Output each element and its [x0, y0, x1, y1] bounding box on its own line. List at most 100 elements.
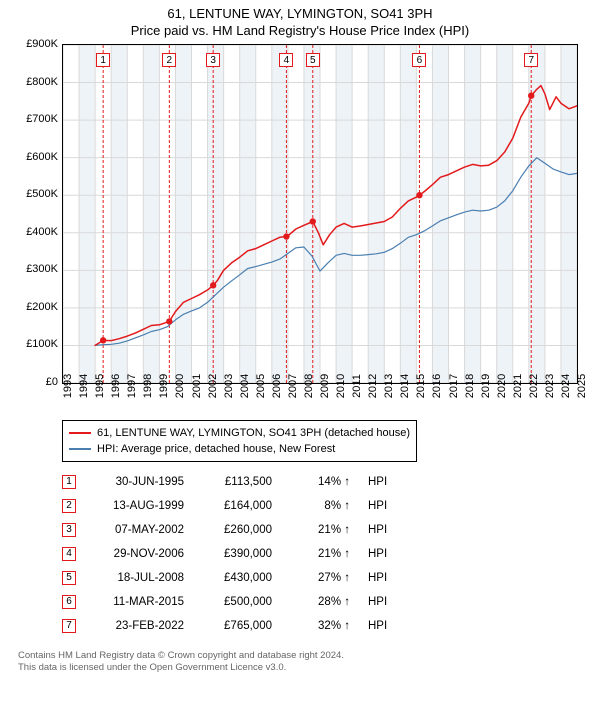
x-tick: 2022: [528, 374, 540, 398]
x-tick: 2009: [319, 374, 331, 398]
transaction-table: 130-JUN-1995£113,50014% ↑HPI213-AUG-1999…: [62, 470, 582, 638]
y-tick: £400K: [18, 226, 58, 238]
legend-row-price: 61, LENTUNE WAY, LYMINGTON, SO41 3PH (de…: [69, 425, 410, 441]
x-tick: 2003: [223, 374, 235, 398]
chart-marker: 5: [306, 53, 320, 67]
transaction-marker: 6: [62, 595, 76, 609]
chart-marker: 3: [206, 53, 220, 67]
x-tick: 2001: [191, 374, 203, 398]
transaction-marker: 1: [62, 475, 76, 489]
x-tick: 2021: [512, 374, 524, 398]
x-tick: 2020: [496, 374, 508, 398]
y-tick: £700K: [18, 113, 58, 125]
y-tick: £100K: [18, 338, 58, 350]
x-tick: 2005: [255, 374, 267, 398]
x-tick: 1996: [110, 374, 122, 398]
transaction-date: 11-MAR-2015: [94, 590, 184, 614]
legend-label-hpi: HPI: Average price, detached house, New …: [97, 441, 335, 457]
x-tick: 2024: [560, 374, 572, 398]
x-tick: 1997: [126, 374, 138, 398]
page-subtitle: Price paid vs. HM Land Registry's House …: [10, 23, 590, 38]
x-tick: 2019: [480, 374, 492, 398]
plot-svg: [63, 45, 577, 383]
transaction-marker: 4: [62, 547, 76, 561]
transaction-row: 6 11-MAR-2015 £500,000 28% ↑ HPI: [62, 590, 582, 614]
transaction-date: 30-JUN-1995: [94, 470, 184, 494]
transaction-pct: 27% ↑: [290, 566, 350, 590]
transaction-date: 29-NOV-2006: [94, 542, 184, 566]
transaction-hpi-label: HPI: [368, 518, 408, 542]
transaction-price: £430,000: [202, 566, 272, 590]
transaction-pct: 14% ↑: [290, 470, 350, 494]
x-tick: 2007: [287, 374, 299, 398]
title-block: 61, LENTUNE WAY, LYMINGTON, SO41 3PH Pri…: [0, 0, 600, 40]
legend-swatch-price: [69, 432, 91, 434]
x-tick: 2010: [335, 374, 347, 398]
transaction-date: 23-FEB-2022: [94, 614, 184, 638]
x-tick: 2011: [351, 374, 363, 398]
transaction-hpi-label: HPI: [368, 494, 408, 518]
transaction-date: 07-MAY-2002: [94, 518, 184, 542]
x-axis: 1993199419951996199719981999200020012002…: [62, 384, 578, 414]
x-tick: 2023: [544, 374, 556, 398]
y-tick: £800K: [18, 76, 58, 88]
x-tick: 2008: [303, 374, 315, 398]
chart-marker: 2: [162, 53, 176, 67]
page-title: 61, LENTUNE WAY, LYMINGTON, SO41 3PH: [10, 6, 590, 21]
legend: 61, LENTUNE WAY, LYMINGTON, SO41 3PH (de…: [62, 420, 417, 462]
transaction-date: 18-JUL-2008: [94, 566, 184, 590]
x-tick: 2017: [448, 374, 460, 398]
y-tick: £900K: [18, 38, 58, 50]
chart-marker: 6: [412, 53, 426, 67]
chart: £0£100K£200K£300K£400K£500K£600K£700K£80…: [18, 44, 582, 414]
transaction-price: £500,000: [202, 590, 272, 614]
x-tick: 1993: [62, 374, 74, 398]
transaction-price: £260,000: [202, 518, 272, 542]
x-tick: 2013: [383, 374, 395, 398]
transaction-hpi-label: HPI: [368, 566, 408, 590]
transaction-hpi-label: HPI: [368, 470, 408, 494]
transaction-row: 1 30-JUN-1995 £113,500 14% ↑ HPI: [62, 470, 582, 494]
transaction-price: £765,000: [202, 614, 272, 638]
transaction-pct: 21% ↑: [290, 542, 350, 566]
plot-area: 1 2 3 45 6 7: [62, 44, 578, 384]
x-tick: 2006: [271, 374, 283, 398]
x-tick: 2004: [239, 374, 251, 398]
chart-marker: 7: [524, 53, 538, 67]
x-tick: 2016: [431, 374, 443, 398]
y-tick: £500K: [18, 188, 58, 200]
transaction-price: £113,500: [202, 470, 272, 494]
transaction-hpi-label: HPI: [368, 614, 408, 638]
transaction-row: 213-AUG-1999£164,0008% ↑HPI: [62, 494, 582, 518]
transaction-pct: 8% ↑: [290, 494, 350, 518]
x-tick: 2012: [367, 374, 379, 398]
chart-marker: 4: [279, 53, 293, 67]
transaction-pct: 32% ↑: [290, 614, 350, 638]
x-tick: 2002: [207, 374, 219, 398]
x-tick: 2014: [399, 374, 411, 398]
transaction-row: 723-FEB-2022£765,00032% ↑HPI: [62, 614, 582, 638]
y-tick: £600K: [18, 151, 58, 163]
x-tick: 2000: [174, 374, 186, 398]
transaction-pct: 21% ↑: [290, 518, 350, 542]
transaction-hpi-label: HPI: [368, 590, 408, 614]
transaction-price: £164,000: [202, 494, 272, 518]
x-tick: 1999: [158, 374, 170, 398]
transaction-pct: 28% ↑: [290, 590, 350, 614]
transaction-marker: 3: [62, 523, 76, 537]
transaction-marker: 5: [62, 571, 76, 585]
y-tick: £200K: [18, 301, 58, 313]
x-tick: 1998: [142, 374, 154, 398]
transaction-marker: 2: [62, 499, 76, 513]
x-tick: 1995: [94, 374, 106, 398]
y-tick: £0: [18, 376, 58, 388]
x-tick: 1994: [78, 374, 90, 398]
legend-label-price: 61, LENTUNE WAY, LYMINGTON, SO41 3PH (de…: [97, 425, 410, 441]
y-axis: £0£100K£200K£300K£400K£500K£600K£700K£80…: [18, 44, 62, 384]
legend-row-hpi: HPI: Average price, detached house, New …: [69, 441, 410, 457]
footer-line-2: This data is licensed under the Open Gov…: [18, 662, 582, 674]
footer-line-1: Contains HM Land Registry data © Crown c…: [18, 650, 582, 662]
transaction-row: 3 07-MAY-2002 £260,000 21% ↑ HPI: [62, 518, 582, 542]
chart-marker: 1: [96, 53, 110, 67]
x-tick: 2015: [415, 374, 427, 398]
